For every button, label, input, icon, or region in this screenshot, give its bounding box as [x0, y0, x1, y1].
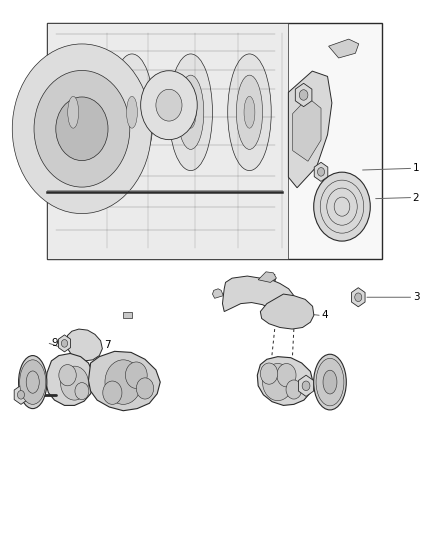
Polygon shape	[58, 335, 71, 352]
Bar	[47, 22, 288, 259]
Text: 7: 7	[104, 340, 110, 350]
Circle shape	[299, 90, 308, 100]
Polygon shape	[328, 39, 359, 58]
Polygon shape	[260, 294, 314, 329]
Text: 8: 8	[18, 395, 25, 405]
Polygon shape	[67, 329, 102, 361]
Circle shape	[103, 381, 122, 405]
Circle shape	[262, 364, 293, 401]
Circle shape	[156, 89, 182, 121]
Text: 6: 6	[223, 289, 230, 299]
Ellipse shape	[60, 75, 86, 149]
Text: 1: 1	[413, 164, 419, 173]
Ellipse shape	[26, 371, 39, 393]
Text: 3: 3	[413, 292, 419, 302]
Polygon shape	[88, 351, 160, 411]
Text: 5: 5	[269, 273, 276, 284]
Circle shape	[56, 97, 108, 160]
Polygon shape	[314, 163, 328, 181]
Ellipse shape	[68, 96, 79, 128]
Circle shape	[12, 44, 152, 214]
Ellipse shape	[127, 96, 138, 128]
Ellipse shape	[51, 54, 95, 171]
Polygon shape	[14, 385, 28, 405]
Ellipse shape	[244, 96, 255, 128]
Text: 2: 2	[413, 192, 419, 203]
Circle shape	[277, 364, 296, 387]
Circle shape	[318, 167, 325, 176]
Polygon shape	[288, 71, 332, 188]
Circle shape	[59, 365, 76, 386]
Circle shape	[105, 360, 141, 405]
Text: 4: 4	[321, 310, 328, 320]
Ellipse shape	[178, 75, 204, 149]
Circle shape	[302, 381, 310, 391]
Polygon shape	[295, 83, 312, 107]
Ellipse shape	[237, 75, 262, 149]
Polygon shape	[257, 357, 313, 406]
Circle shape	[141, 71, 197, 140]
Polygon shape	[46, 353, 94, 406]
Ellipse shape	[110, 54, 154, 171]
Circle shape	[125, 362, 147, 389]
Ellipse shape	[185, 96, 196, 128]
Bar	[47, 22, 382, 259]
Ellipse shape	[314, 354, 346, 410]
Ellipse shape	[20, 360, 46, 405]
Circle shape	[60, 366, 88, 400]
Circle shape	[314, 172, 370, 241]
Circle shape	[286, 380, 302, 399]
Polygon shape	[351, 288, 365, 307]
Polygon shape	[223, 276, 294, 312]
Circle shape	[18, 391, 25, 399]
Circle shape	[136, 378, 154, 399]
Ellipse shape	[18, 356, 47, 409]
Bar	[123, 312, 132, 318]
Polygon shape	[212, 289, 223, 298]
Text: 7: 7	[321, 386, 328, 396]
Circle shape	[355, 293, 362, 302]
Polygon shape	[293, 98, 321, 161]
Text: 9: 9	[51, 338, 58, 349]
Polygon shape	[258, 272, 276, 282]
Polygon shape	[299, 375, 314, 397]
Ellipse shape	[323, 370, 337, 394]
Ellipse shape	[119, 75, 145, 149]
Circle shape	[260, 363, 278, 384]
Circle shape	[34, 70, 130, 187]
Ellipse shape	[169, 54, 212, 171]
Circle shape	[61, 340, 67, 347]
Circle shape	[75, 383, 89, 400]
Ellipse shape	[316, 358, 344, 406]
Ellipse shape	[228, 54, 271, 171]
